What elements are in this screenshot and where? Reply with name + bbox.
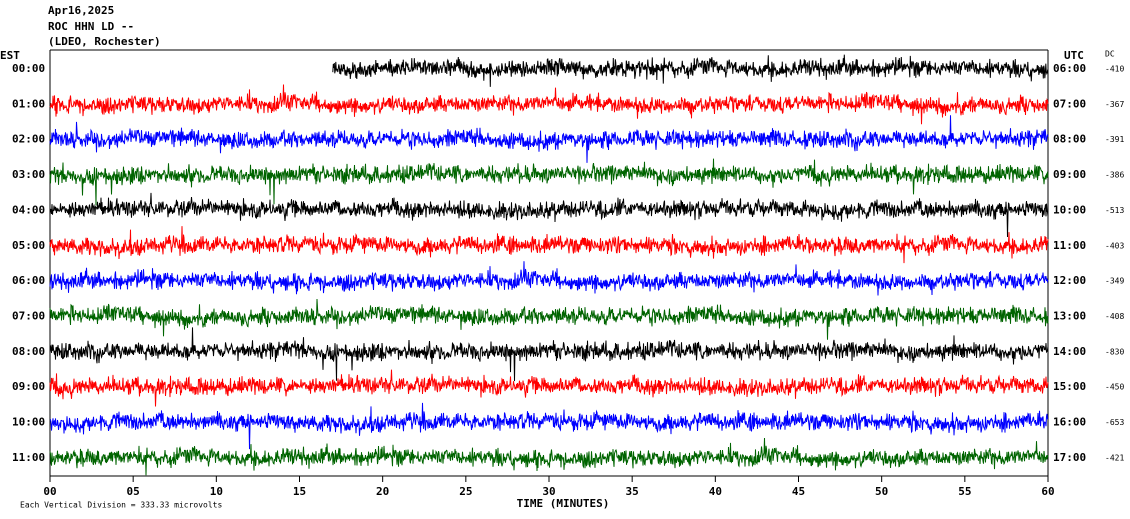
x-tick-label: 55 <box>958 485 971 498</box>
x-tick-label: 30 <box>542 485 555 498</box>
dc-value: -450 <box>1105 383 1124 392</box>
utc-label: 15:00 <box>1053 380 1086 393</box>
utc-label: 13:00 <box>1053 309 1086 322</box>
est-label: 00:00 <box>12 62 45 75</box>
trace <box>49 84 1049 125</box>
dc-value: -386 <box>1105 171 1124 180</box>
footer: Each Vertical Division = 333.33 microvol… <box>20 501 222 510</box>
traces <box>49 54 1049 476</box>
est-label: 11:00 <box>12 451 45 464</box>
utc-label: 14:00 <box>1053 345 1086 358</box>
utc-label: 16:00 <box>1053 416 1086 429</box>
utc-label: 11:00 <box>1053 239 1086 252</box>
utc-label: 06:00 <box>1053 62 1086 75</box>
utc-label: 09:00 <box>1053 168 1086 181</box>
x-tick-label: 40 <box>709 485 722 498</box>
dc-value: -391 <box>1105 135 1124 144</box>
x-axis-label: TIME (MINUTES) <box>517 497 610 510</box>
utc-label: 07:00 <box>1053 97 1086 110</box>
x-tick-label: 25 <box>459 485 472 498</box>
est-label: 06:00 <box>12 274 45 287</box>
est-label: 09:00 <box>12 380 45 393</box>
dc-value: -408 <box>1105 312 1124 321</box>
trace <box>332 54 1049 87</box>
dc-value: -410 <box>1105 65 1124 74</box>
dc-value: -653 <box>1105 418 1124 427</box>
dc-value: -403 <box>1105 241 1124 250</box>
right-header: UTC <box>1064 49 1084 62</box>
dc-value: -349 <box>1105 277 1124 286</box>
trace <box>49 158 1049 206</box>
est-label: 03:00 <box>12 168 45 181</box>
dc-value: -513 <box>1105 206 1124 215</box>
x-tick-label: 45 <box>792 485 805 498</box>
utc-label: 12:00 <box>1053 274 1086 287</box>
title-line: ROC HHN LD -- <box>48 20 134 33</box>
left-header: EST <box>0 49 20 62</box>
x-tick-label: 00 <box>43 485 56 498</box>
utc-label: 10:00 <box>1053 203 1086 216</box>
title-line: Apr16,2025 <box>48 4 114 17</box>
est-label: 02:00 <box>12 133 45 146</box>
trace <box>49 261 1049 296</box>
x-tick-label: 05 <box>127 485 140 498</box>
trace <box>49 226 1049 264</box>
utc-label: 17:00 <box>1053 451 1086 464</box>
x-tick-label: 50 <box>875 485 888 498</box>
dc-value: -367 <box>1105 100 1124 109</box>
trace <box>49 369 1049 407</box>
est-label: 05:00 <box>12 239 45 252</box>
est-label: 07:00 <box>12 309 45 322</box>
x-tick-label: 10 <box>210 485 223 498</box>
dc-value: -421 <box>1105 453 1124 462</box>
est-label: 04:00 <box>12 203 45 216</box>
trace <box>49 437 1049 476</box>
est-label: 08:00 <box>12 345 45 358</box>
trace <box>49 115 1049 163</box>
x-tick-label: 35 <box>626 485 639 498</box>
x-tick-label: 15 <box>293 485 306 498</box>
x-tick-label: 60 <box>1041 485 1054 498</box>
trace <box>49 192 1049 238</box>
dc-value: -830 <box>1105 347 1124 356</box>
est-label: 01:00 <box>12 97 45 110</box>
utc-label: 08:00 <box>1053 133 1086 146</box>
title-line: (LDEO, Rochester) <box>48 35 161 48</box>
trace <box>49 402 1049 450</box>
trace <box>49 327 1049 382</box>
dc-header: DC <box>1105 50 1115 59</box>
trace <box>49 298 1049 340</box>
x-tick-label: 20 <box>376 485 389 498</box>
est-label: 10:00 <box>12 416 45 429</box>
